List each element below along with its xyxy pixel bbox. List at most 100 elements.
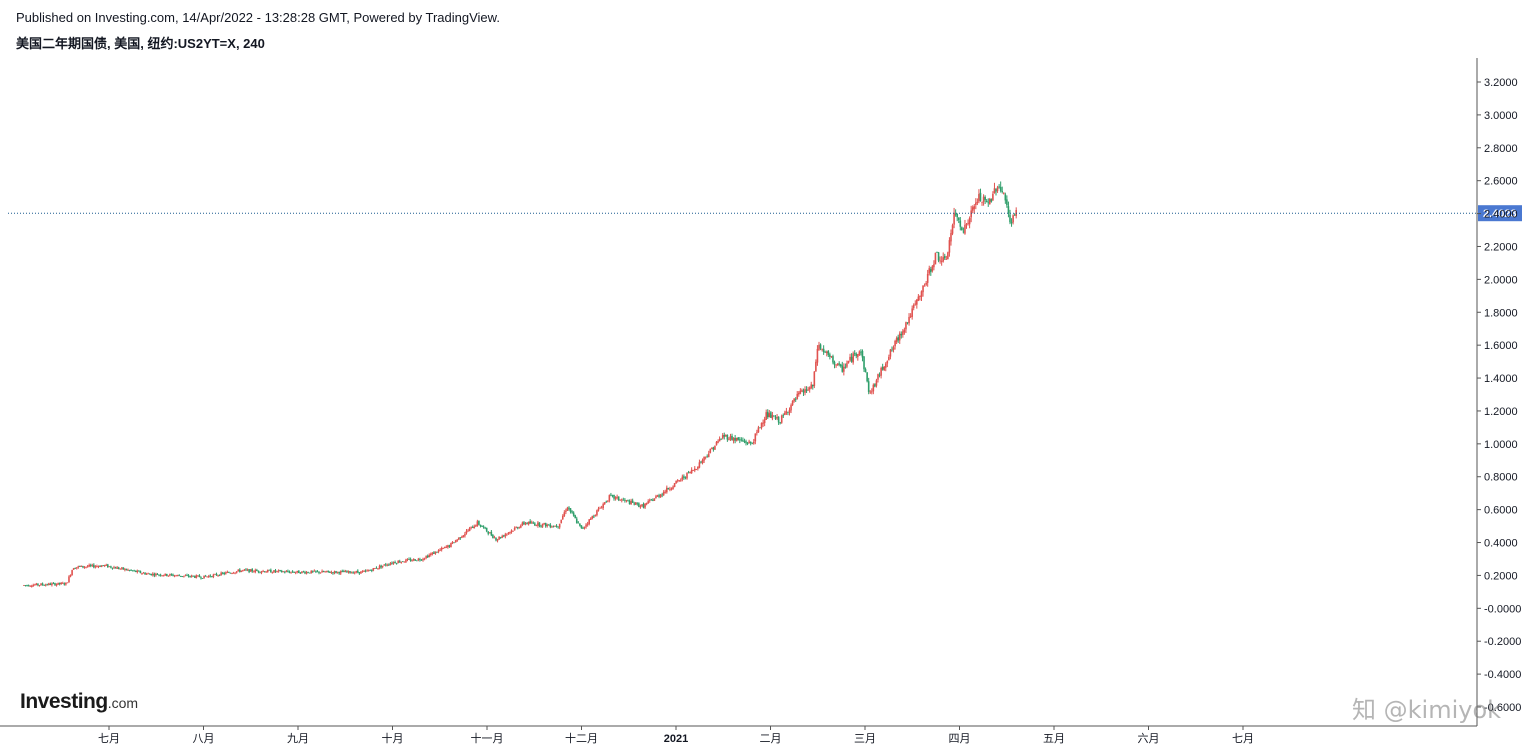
candle-body: [453, 542, 455, 544]
candle-body: [276, 570, 278, 572]
candle-body: [903, 329, 906, 333]
candle-body: [184, 575, 187, 577]
candle-body: [715, 441, 718, 446]
candle-body: [619, 499, 622, 501]
candle-body: [858, 351, 861, 355]
candle-body: [565, 510, 567, 512]
candle-body: [212, 574, 215, 577]
candle-body: [785, 411, 788, 414]
candle-body: [493, 537, 496, 539]
candle-body: [762, 422, 764, 424]
candle-body: [383, 564, 386, 566]
candle-body: [697, 466, 699, 469]
candle-body: [169, 574, 171, 576]
candle-body: [271, 572, 274, 574]
candle-body: [614, 497, 617, 499]
candle-body: [925, 282, 927, 285]
candle-body: [692, 470, 695, 471]
candle-body: [259, 571, 261, 573]
candle-body: [959, 220, 962, 227]
candle-body: [773, 415, 775, 417]
candle-body: [841, 365, 844, 372]
candle-body: [526, 523, 528, 524]
candle-body: [866, 372, 868, 382]
candle-body: [754, 433, 757, 442]
candle-body: [77, 566, 80, 568]
candle-body: [987, 202, 990, 204]
candle-body: [583, 526, 586, 528]
candle-body: [607, 500, 609, 502]
x-axis[interactable]: 七月 八月 九月 十月 十一月 十二月 2021 二月 三月 四月 五月 六月 七月: [0, 725, 1477, 745]
candle-body: [527, 521, 530, 525]
candle-body: [32, 585, 35, 587]
candle-series: [23, 181, 1017, 588]
candle-body: [746, 443, 749, 445]
candle-body: [849, 356, 851, 361]
candle-body: [555, 525, 558, 527]
candle-body: [229, 572, 232, 574]
candle-body: [200, 577, 202, 579]
candle-body: [245, 569, 247, 571]
candle-body: [647, 501, 649, 504]
candle-body: [801, 390, 803, 392]
candle-body: [532, 522, 535, 524]
candle-body: [830, 356, 833, 357]
candle-body: [490, 531, 493, 536]
candle-body: [405, 559, 407, 563]
candle-body: [1001, 191, 1004, 193]
candle-body: [998, 186, 1000, 188]
candle-body: [374, 568, 376, 569]
candle-body: [776, 416, 778, 419]
candle-body: [116, 567, 118, 569]
candle-body: [802, 390, 805, 393]
x-tick-label: 五月: [1043, 733, 1065, 745]
candle-body: [572, 512, 575, 516]
candle-body: [492, 534, 494, 538]
candle-body: [989, 198, 991, 204]
candle-body: [122, 567, 125, 570]
candle-body: [148, 573, 151, 575]
candle-body: [729, 435, 732, 440]
candle-body: [898, 333, 901, 341]
candle-body: [894, 340, 896, 347]
candle-body: [397, 560, 399, 564]
y-axis[interactable]: 3.2000 3.0000 2.8000 2.6000 2.4000 2.2000 2.00…: [1476, 58, 1521, 726]
candle-body: [68, 576, 70, 583]
candle-body: [41, 583, 44, 585]
candle-body: [857, 354, 859, 357]
candle-body: [325, 570, 328, 572]
candle-body: [284, 571, 286, 573]
candle-body: [279, 570, 281, 572]
candle-body: [577, 522, 580, 524]
candle-body: [759, 427, 761, 429]
candle-body: [467, 530, 469, 532]
candle-body: [846, 363, 848, 367]
candle-body: [332, 572, 334, 574]
candle-body: [530, 522, 533, 524]
candle-body: [34, 584, 36, 586]
candle-body: [433, 552, 435, 554]
candle-body: [582, 527, 584, 529]
candle-body: [501, 535, 504, 538]
candle-body: [891, 349, 893, 351]
y-tick-label: -0.2000: [1484, 636, 1521, 648]
candle-body: [701, 459, 704, 464]
candle-body: [678, 480, 681, 482]
candle-body: [423, 558, 426, 560]
candle-body: [726, 434, 729, 440]
candle-body: [414, 559, 417, 561]
candle-body: [138, 570, 140, 572]
candle-body: [237, 569, 240, 571]
candle-body: [242, 570, 244, 571]
candle-body: [600, 507, 603, 509]
candle-body: [330, 572, 333, 573]
candle-body: [296, 570, 299, 573]
candle-body: [934, 252, 937, 265]
candle-body: [355, 571, 358, 573]
candle-body: [644, 503, 646, 508]
candle-body: [538, 522, 541, 527]
candle-body: [627, 500, 629, 502]
candle-body: [114, 567, 117, 569]
candle-body: [86, 566, 89, 568]
